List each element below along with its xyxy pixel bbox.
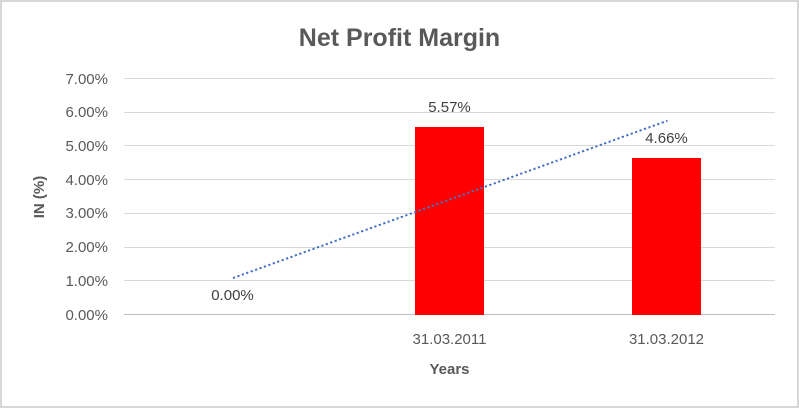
y-tick-label: 6.00%	[65, 104, 108, 122]
x-tick-label: 31.03.2012	[628, 331, 705, 348]
x-tick-label: 31.03.2011	[412, 331, 487, 348]
data-label: 4.66%	[645, 129, 688, 147]
y-axis-tick-labels: 0.00% 1.00% 2.00% 3.00% 4.00% 5.00% 6.00% 7.00%	[2, 71, 108, 324]
plot-area: 0.00% 5.57% 4.66%	[124, 78, 775, 315]
x-axis-tick-labels: 31.03.2011 31.03.2012	[2, 331, 797, 348]
chart-title: Net Profit Margin	[298, 24, 501, 52]
x-axis-title: Years	[429, 361, 470, 378]
data-label: 5.57%	[428, 99, 471, 117]
y-tick-label: 7.00%	[65, 70, 108, 88]
y-tick-label: 2.00%	[65, 239, 108, 257]
gridline	[124, 111, 775, 113]
y-tick-label: 3.00%	[65, 205, 108, 223]
bar-31.03.2011	[415, 127, 484, 315]
bar-31.03.2012	[632, 157, 701, 315]
y-tick-label: 1.00%	[65, 272, 108, 290]
gridline	[124, 78, 775, 79]
y-tick-label: 0.00%	[65, 306, 108, 324]
y-tick-label: 4.00%	[65, 171, 108, 189]
data-label: 0.00%	[211, 287, 254, 304]
y-tick-label: 5.00%	[65, 137, 108, 155]
